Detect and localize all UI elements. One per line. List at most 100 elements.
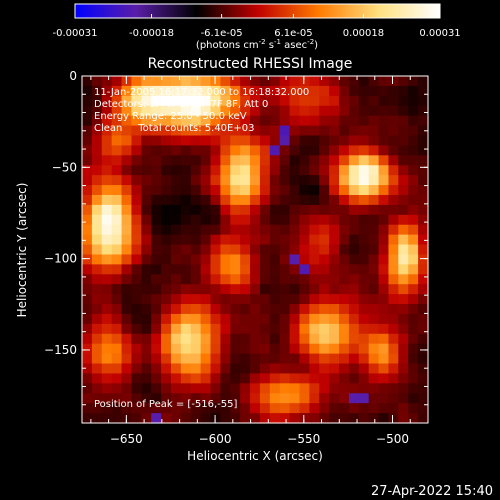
heatmap-pixel xyxy=(269,294,281,305)
heatmap-pixel xyxy=(101,145,113,156)
heatmap-pixel xyxy=(101,373,113,384)
heatmap-pixel xyxy=(190,145,202,156)
heatmap-pixel xyxy=(309,135,320,146)
heatmap-pixel xyxy=(91,115,103,127)
heatmap-pixel xyxy=(299,383,310,394)
heatmap-pixel xyxy=(151,244,162,256)
heatmap-pixel xyxy=(230,244,241,256)
heatmap-pixel xyxy=(220,284,231,295)
heatmap-pixel xyxy=(398,185,409,196)
heatmap-pixel xyxy=(319,194,330,206)
heatmap-pixel xyxy=(240,274,251,285)
heatmap-pixel xyxy=(151,304,162,315)
heatmap-pixel xyxy=(358,323,370,335)
heatmap-pixel xyxy=(240,76,251,87)
heatmap-pixel xyxy=(398,333,409,345)
heatmap-pixel xyxy=(111,284,123,295)
heatmap-pixel xyxy=(220,224,231,236)
heatmap-pixel xyxy=(329,294,340,305)
heatmap-pixel xyxy=(319,284,330,295)
heatmap-pixel xyxy=(82,343,93,355)
heatmap-pixel xyxy=(358,175,370,186)
heatmap-pixel xyxy=(418,274,429,285)
heatmap-pixel xyxy=(230,185,241,196)
heatmap-pixel xyxy=(398,145,409,156)
heatmap-pixel xyxy=(210,343,221,355)
heatmap-pixel xyxy=(299,145,310,156)
heatmap-pixel xyxy=(180,323,192,335)
heatmap-pixel xyxy=(200,254,212,265)
heatmap-pixel xyxy=(329,403,340,414)
heatmap-pixel xyxy=(121,224,133,236)
heatmap-pixel xyxy=(220,76,231,87)
heatmap-pixel xyxy=(348,353,360,365)
heatmap-pixel xyxy=(348,234,360,246)
heatmap-pixel xyxy=(131,165,142,176)
heatmap-pixel xyxy=(200,214,212,226)
heatmap-pixel xyxy=(82,413,93,424)
heatmap-pixel xyxy=(141,403,152,414)
heatmap-pixel xyxy=(230,383,241,394)
heatmap-pixel xyxy=(161,76,172,87)
heatmap-pixel xyxy=(101,105,113,117)
heatmap-pixel xyxy=(230,224,241,236)
heatmap-pixel xyxy=(378,145,390,156)
heatmap-pixel xyxy=(121,363,133,375)
heatmap-pixel xyxy=(180,393,192,404)
heatmap-pixel xyxy=(250,294,261,305)
heatmap-pixel xyxy=(368,264,380,275)
heatmap-pixel xyxy=(151,413,162,424)
heatmap-pixel xyxy=(348,135,360,146)
heatmap-pixel xyxy=(378,185,390,196)
heatmap-pixel xyxy=(348,115,360,127)
heatmap-pixel xyxy=(319,115,330,127)
heatmap-pixel xyxy=(329,135,340,146)
heatmap-pixel xyxy=(348,95,360,107)
heatmap-pixel xyxy=(309,284,320,295)
heatmap-pixel xyxy=(259,224,271,236)
heatmap-pixel xyxy=(418,185,429,196)
heatmap-pixel xyxy=(91,294,103,305)
colorbar-tick-label: -0.00018 xyxy=(129,28,174,39)
heatmap-pixel xyxy=(240,115,251,127)
heatmap-pixel xyxy=(230,194,241,206)
heatmap-pixel xyxy=(358,244,370,256)
heatmap-pixel xyxy=(358,115,370,127)
heatmap-pixel xyxy=(250,244,261,256)
heatmap-pixel xyxy=(388,383,399,394)
heatmap-pixel xyxy=(339,85,350,97)
heatmap-pixel xyxy=(200,373,212,384)
heatmap-pixel xyxy=(398,194,409,206)
colorbar-ticks: -0.00031 -0.00018 -6.1e-05 6.1e-05 0.00018 0.… xyxy=(53,14,461,39)
heatmap-pixel xyxy=(269,373,281,384)
heatmap-pixel xyxy=(220,313,231,325)
heatmap-pixel xyxy=(299,135,310,146)
heatmap-pixel xyxy=(220,125,231,137)
heatmap-pixel xyxy=(339,165,350,176)
heatmap-pixel xyxy=(279,85,291,97)
colorbar xyxy=(74,3,441,19)
heatmap-pixel xyxy=(269,224,281,236)
heatmap-pixel xyxy=(269,194,281,206)
heatmap-pixel xyxy=(319,165,330,176)
heatmap-pixel xyxy=(388,145,399,156)
heatmap-pixel xyxy=(378,214,390,226)
heatmap-pixel xyxy=(348,194,360,206)
heatmap-pixel xyxy=(269,313,281,325)
heatmap-pixel xyxy=(319,234,330,246)
heatmap-pixel xyxy=(240,383,251,394)
heatmap-pixel xyxy=(309,403,320,414)
heatmap-pixel xyxy=(388,234,399,246)
heatmap-pixel xyxy=(339,224,350,236)
y-tick-label: 0 xyxy=(69,69,77,83)
x-tick-label: −650 xyxy=(110,432,143,446)
heatmap-pixel xyxy=(388,85,399,97)
heatmap-pixel xyxy=(101,274,113,285)
heatmap-pixel xyxy=(101,353,113,365)
heatmap-pixel xyxy=(329,373,340,384)
heatmap-pixel xyxy=(319,333,330,345)
heatmap-pixel xyxy=(121,323,133,335)
heatmap-pixel xyxy=(131,254,142,265)
heatmap-pixel xyxy=(151,294,162,305)
heatmap-pixel xyxy=(348,204,360,216)
